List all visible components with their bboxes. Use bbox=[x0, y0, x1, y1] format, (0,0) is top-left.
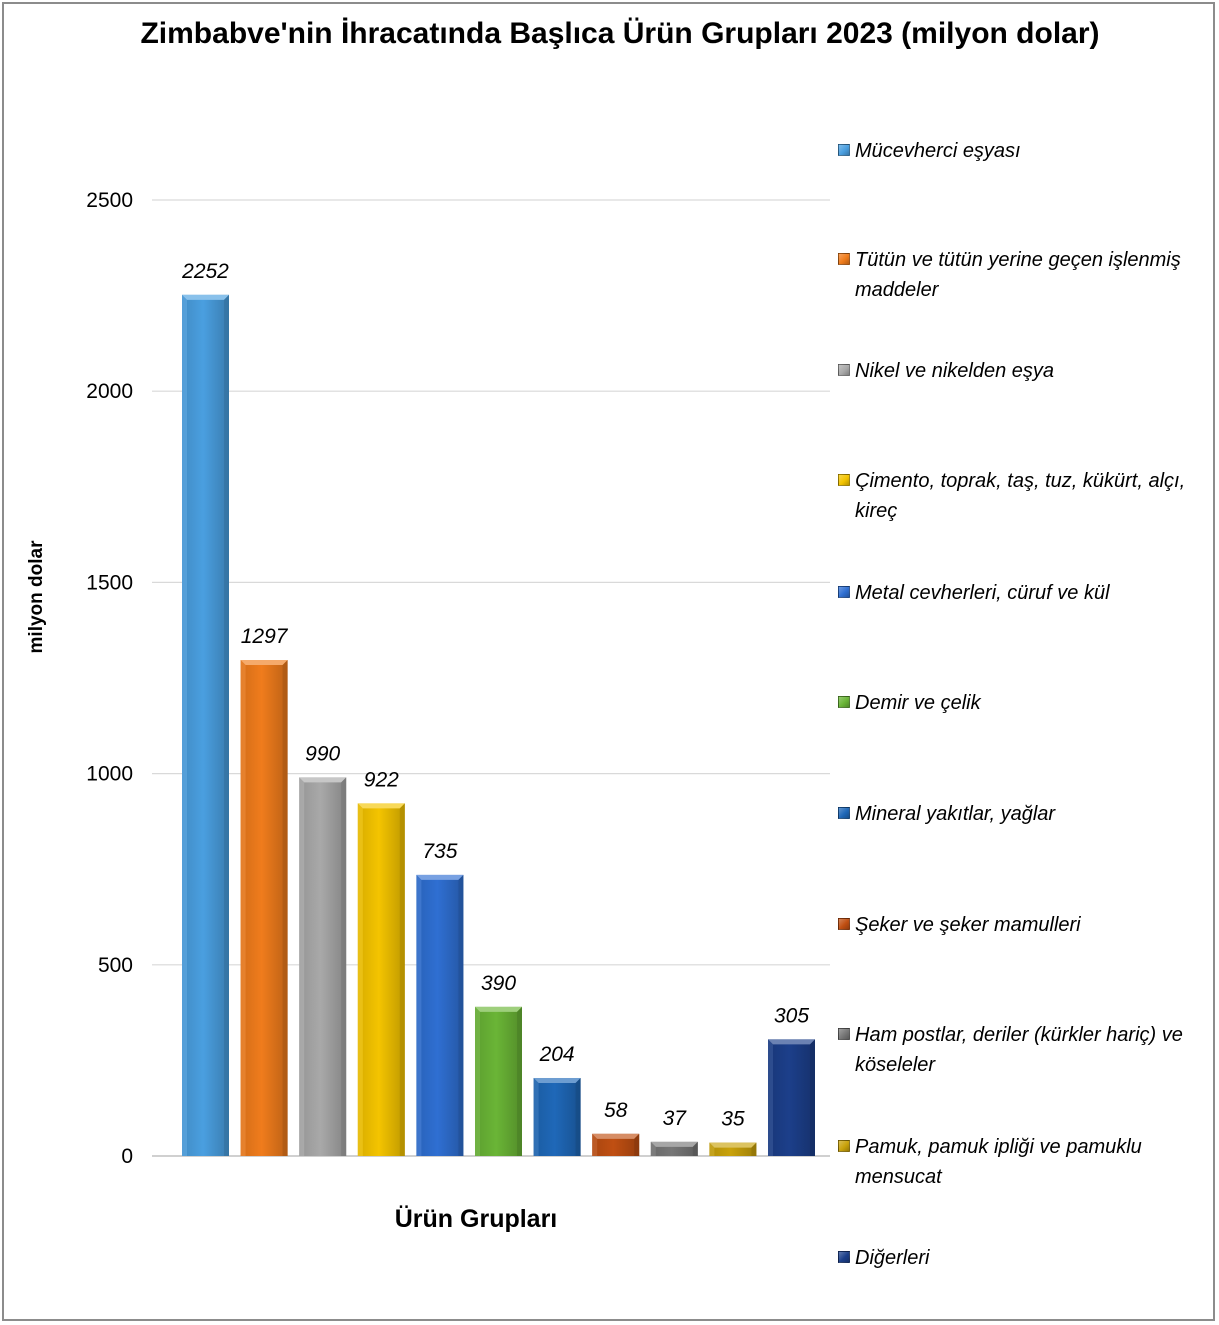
legend-label: Diğerleri bbox=[855, 1247, 930, 1269]
data-label: 922 bbox=[364, 768, 399, 791]
data-label: 305 bbox=[774, 1004, 809, 1027]
legend-swatch bbox=[838, 364, 850, 376]
legend-swatch bbox=[838, 1251, 850, 1263]
legend-label: Şeker ve şeker mamulleri bbox=[855, 914, 1081, 936]
bar bbox=[650, 1141, 698, 1156]
legend-swatch bbox=[838, 586, 850, 598]
data-label: 35 bbox=[721, 1108, 745, 1131]
data-label: 37 bbox=[663, 1107, 688, 1130]
legend-label: Nikel ve nikelden eşya bbox=[855, 360, 1054, 382]
bar bbox=[533, 1077, 581, 1156]
legend-swatch bbox=[838, 1140, 850, 1152]
data-label: 1297 bbox=[241, 625, 289, 648]
legend-swatch bbox=[838, 144, 850, 156]
legend-label: Metal cevherleri, cüruf ve kül bbox=[855, 582, 1110, 604]
y-tick-label: 1000 bbox=[86, 763, 133, 786]
legend-swatch bbox=[838, 474, 850, 486]
y-tick-label: 0 bbox=[121, 1145, 133, 1168]
data-label: 390 bbox=[481, 972, 516, 995]
data-label: 58 bbox=[604, 1099, 628, 1122]
legend-label: Ham postlar, deriler (kürkler hariç) ve … bbox=[855, 1024, 1183, 1076]
legend-label: Tütün ve tütün yerine geçen işlenmiş mad… bbox=[855, 249, 1181, 301]
legend-swatch bbox=[838, 1028, 850, 1040]
bar bbox=[475, 1006, 522, 1156]
legend-swatch bbox=[838, 918, 850, 930]
data-label: 2252 bbox=[181, 260, 229, 283]
legend-label: Mücevherci eşyası bbox=[855, 140, 1021, 162]
y-tick-label: 2000 bbox=[86, 380, 133, 403]
legend-swatch bbox=[838, 807, 850, 819]
x-axis-label: Ürün Grupları bbox=[394, 1205, 558, 1233]
data-label: 735 bbox=[422, 840, 457, 863]
y-tick-label: 500 bbox=[98, 954, 133, 977]
chart-title: Zimbabve'nin İhracatında Başlıca Ürün Gr… bbox=[140, 17, 1100, 50]
bar bbox=[416, 874, 464, 1156]
bar bbox=[709, 1142, 757, 1156]
legend-label: Çimento, toprak, taş, tuz, kükürt, alçı,… bbox=[855, 470, 1186, 522]
bar bbox=[299, 777, 347, 1156]
data-label: 990 bbox=[305, 742, 340, 765]
bars bbox=[182, 294, 815, 1156]
y-tick-label: 1500 bbox=[86, 571, 133, 594]
data-labels: 2252 1297 990 922 735 390 204 58 37 35 305 bbox=[181, 260, 809, 1131]
plot-area: 0 500 1000 1500 2000 2500 2252 1297 990 922 735 39… bbox=[86, 189, 830, 1168]
bar bbox=[768, 1039, 815, 1156]
bar bbox=[182, 294, 229, 1156]
legend-swatch bbox=[838, 696, 850, 708]
y-axis-ticks: 0 500 1000 1500 2000 2500 bbox=[86, 189, 133, 1168]
legend-swatch bbox=[838, 253, 850, 265]
data-label: 204 bbox=[539, 1043, 575, 1066]
bar bbox=[357, 803, 405, 1156]
y-tick-label: 2500 bbox=[86, 189, 133, 212]
bar bbox=[240, 660, 288, 1156]
legend-label: Demir ve çelik bbox=[855, 692, 981, 714]
legend-label: Mineral yakıtlar, yağlar bbox=[855, 803, 1056, 825]
bar bbox=[592, 1133, 640, 1156]
legend: Mücevherci eşyası Tütün ve tütün yerine g… bbox=[838, 0, 1218, 1325]
legend-label: Pamuk, pamuk ipliği ve pamuklu mensucat bbox=[855, 1136, 1142, 1188]
